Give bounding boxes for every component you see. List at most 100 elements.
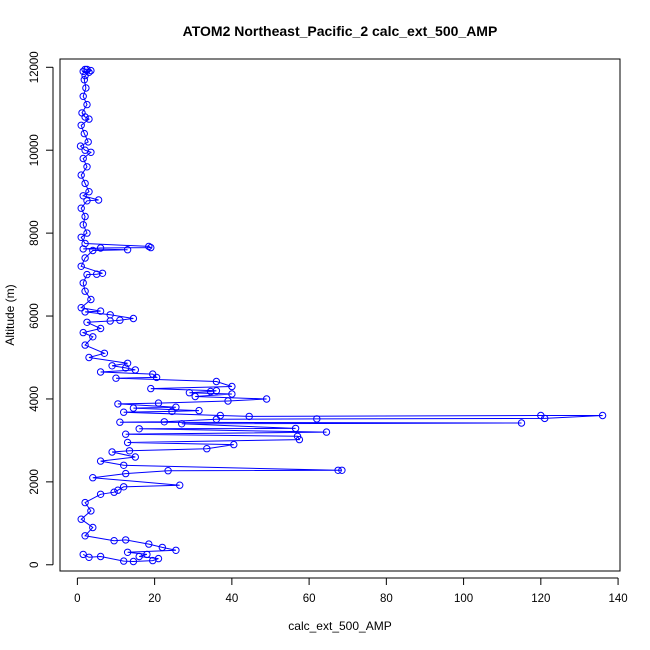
data-point <box>191 392 199 401</box>
data-point <box>89 474 97 482</box>
data-point <box>598 411 607 420</box>
data-point <box>216 411 225 420</box>
data-point <box>245 412 253 421</box>
data-point <box>120 483 128 491</box>
data-point <box>96 324 105 333</box>
data-point <box>94 196 103 204</box>
data-point <box>81 498 89 507</box>
x-tick-label: 0 <box>74 593 80 605</box>
data-point <box>116 418 124 426</box>
data-point <box>84 138 92 146</box>
data-point <box>96 457 105 465</box>
data-point <box>83 197 91 205</box>
data-point <box>123 438 132 447</box>
data-point <box>262 395 271 403</box>
data-point <box>131 453 140 461</box>
data-point <box>172 546 180 554</box>
data-point <box>149 556 157 565</box>
data-point <box>224 397 232 405</box>
data-point <box>79 550 87 559</box>
data-point <box>79 221 87 229</box>
data-point <box>212 415 221 423</box>
data-point <box>541 414 549 423</box>
data-point <box>164 467 172 475</box>
data-point <box>114 400 122 408</box>
x-tick-label: 20 <box>148 593 161 605</box>
data-point <box>83 229 91 237</box>
data-point <box>89 523 97 532</box>
y-tick-label: 6000 <box>29 303 41 329</box>
data-point <box>129 314 138 323</box>
data-point <box>147 243 155 252</box>
data-point <box>85 188 93 196</box>
data-point <box>81 71 89 80</box>
data-point <box>77 233 85 242</box>
x-tick-label: 100 <box>454 593 473 605</box>
data-point <box>517 419 526 427</box>
data-point <box>77 121 85 130</box>
data-point <box>83 270 91 279</box>
data-point <box>106 317 114 325</box>
data-point <box>122 364 130 372</box>
data-point <box>158 543 167 552</box>
data-point <box>212 377 221 386</box>
data-point <box>125 447 134 455</box>
y-tick-label: 4000 <box>29 386 41 412</box>
data-point <box>81 532 89 540</box>
x-tick-label: 120 <box>531 593 550 605</box>
data-point <box>96 552 105 561</box>
data-point <box>77 204 85 212</box>
data-point <box>87 148 95 157</box>
x-tick-label: 80 <box>380 593 393 605</box>
data-point <box>83 100 91 109</box>
data-point <box>85 553 93 561</box>
data-point <box>145 540 153 548</box>
data-point <box>123 359 132 367</box>
y-tick-label: 0 <box>29 562 41 568</box>
data-point <box>176 481 184 489</box>
data-point <box>77 262 85 270</box>
plot-frame <box>59 58 621 572</box>
data-point <box>89 246 97 255</box>
data-point <box>81 212 89 221</box>
data-point <box>96 244 105 252</box>
data-point <box>108 362 116 370</box>
y-tick-label: 12000 <box>29 51 41 83</box>
data-point <box>123 548 132 556</box>
data-point <box>322 428 331 436</box>
data-point <box>98 269 107 277</box>
data-point <box>154 399 163 407</box>
data-point <box>129 404 138 412</box>
data-point <box>76 142 85 150</box>
data-point <box>89 333 97 341</box>
data-point <box>100 349 109 357</box>
data-point <box>79 92 87 101</box>
y-axis-label: Altitude (m) <box>3 284 17 345</box>
y-axis: 0 2000 4000 6000 8000 10000 12000 <box>29 51 54 568</box>
data-point <box>295 435 304 444</box>
data-point <box>212 387 221 395</box>
data-point <box>79 245 87 253</box>
x-axis-label: calc_ext_500_AMP <box>288 619 391 633</box>
data-point <box>112 374 120 382</box>
data-point <box>152 373 161 382</box>
data-point <box>108 448 116 456</box>
data-point <box>206 387 215 396</box>
data-point <box>338 466 346 474</box>
data-point <box>81 179 89 188</box>
chart-title: ATOM2 Northeast_Pacific_2 calc_ext_500_A… <box>183 23 498 39</box>
data-point <box>81 113 89 121</box>
data-point <box>85 353 93 362</box>
plot-area <box>76 65 607 566</box>
data-point <box>83 318 91 326</box>
data-point <box>79 154 87 163</box>
data-point <box>79 328 87 337</box>
data-point <box>230 440 238 449</box>
data-point <box>80 129 89 138</box>
data-point <box>203 445 211 453</box>
data-point <box>143 550 151 559</box>
data-point <box>96 490 105 498</box>
data-point <box>122 430 130 438</box>
x-tick-label: 40 <box>225 593 238 605</box>
